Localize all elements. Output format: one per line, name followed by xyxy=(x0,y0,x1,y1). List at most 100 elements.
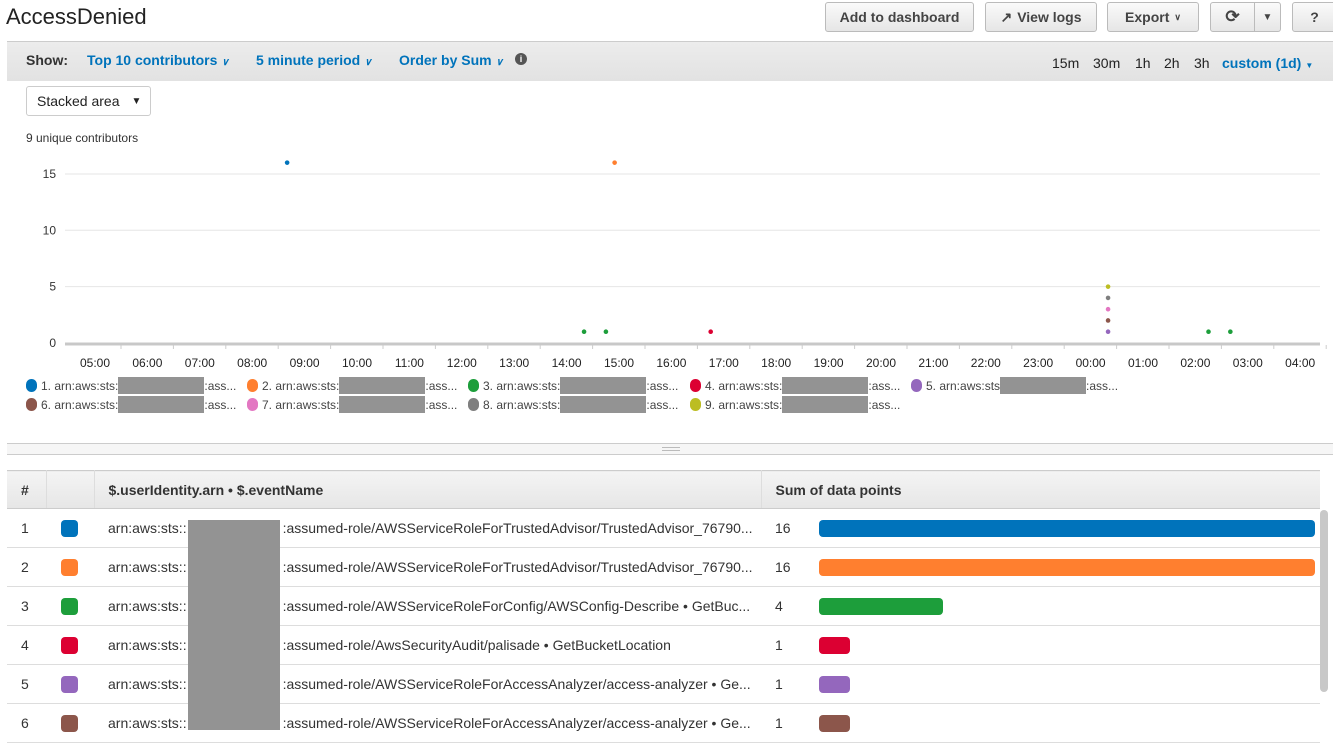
redacted-account-id xyxy=(118,377,205,394)
table-header-row: # $.userIdentity.arn • $.eventName Sum o… xyxy=(7,470,1320,509)
arn-prefix: arn:aws:sts:: xyxy=(108,520,187,536)
header-color xyxy=(46,470,95,509)
range-custom[interactable]: custom (1d) ▼ xyxy=(1222,55,1313,71)
x-tick-label: 12:00 xyxy=(447,356,477,370)
contributors-dropdown[interactable]: Top 10 contributors ∨ xyxy=(87,52,229,68)
row-index: 1 xyxy=(7,508,46,548)
arn-suffix: :assumed-role/AWSServiceRoleForTrustedAd… xyxy=(282,520,753,536)
legend-item[interactable]: 6. arn:aws:sts::ass... xyxy=(26,396,236,413)
table-row[interactable]: 6 arn:aws:sts:::assumed-role/AWSServiceRo… xyxy=(7,703,1320,743)
contributors-chart: 0 5 10 15 05:00 06:00 07:00 08:00 09:00 10:00 11:0… xyxy=(43,160,1327,370)
y-tick-label: 10 xyxy=(43,223,57,237)
resize-handle[interactable] xyxy=(7,443,1333,455)
table-row[interactable]: 4 arn:aws:sts:::assumed-role/AwsSecurityA… xyxy=(7,625,1320,665)
legend-item[interactable]: 7. arn:aws:sts: :ass... xyxy=(247,396,457,413)
data-point xyxy=(581,329,587,335)
legend-prefix: 7. arn:aws:sts: xyxy=(262,397,340,412)
arn-prefix: arn:aws:sts:: xyxy=(108,598,187,614)
data-point xyxy=(1105,295,1111,301)
export-button[interactable]: Export ∨ xyxy=(1107,2,1199,32)
legend-swatch xyxy=(690,398,701,411)
order-label: Order by Sum xyxy=(399,52,492,68)
legend-item[interactable]: 3. arn:aws:sts::ass... xyxy=(468,377,678,394)
chart-type-select[interactable]: Stacked area ▼ xyxy=(26,86,151,116)
header-sum: Sum of data points xyxy=(761,470,1320,509)
range-3h[interactable]: 3h xyxy=(1194,55,1210,71)
external-link-icon: ↗ xyxy=(1000,8,1013,25)
help-button[interactable]: ? xyxy=(1292,2,1333,32)
range-15m[interactable]: 15m xyxy=(1052,55,1080,71)
row-contributor: arn:aws:sts:::assumed-role/AWSServiceRol… xyxy=(94,703,761,743)
legend-prefix: 4. arn:aws:sts: xyxy=(705,378,783,393)
row-color-cell xyxy=(46,625,94,665)
view-logs-label: View logs xyxy=(1017,9,1082,25)
redacted-account-id xyxy=(560,396,647,413)
legend-item[interactable]: 2. arn:aws:sts::ass... xyxy=(247,377,457,394)
color-swatch xyxy=(61,597,78,615)
scrollbar[interactable] xyxy=(1320,510,1328,692)
row-sum: 16 xyxy=(761,547,1320,587)
row-sum: 4 xyxy=(761,586,1320,626)
legend-suffix: :ass... xyxy=(646,397,679,412)
period-label: 5 minute period xyxy=(256,52,361,68)
legend-suffix: :ass... xyxy=(425,397,458,412)
arn-suffix: :assumed-role/AwsSecurityAudit/palisade … xyxy=(282,637,671,653)
legend-suffix: :ass... xyxy=(1086,378,1119,393)
data-point xyxy=(1105,284,1111,289)
x-tick-label: 13:00 xyxy=(499,356,529,370)
add-to-dashboard-button[interactable]: Add to dashboard xyxy=(825,2,974,32)
range-30m[interactable]: 30m xyxy=(1093,55,1121,71)
redacted-account-id xyxy=(782,377,869,394)
refresh-button[interactable]: ⟳ xyxy=(1210,2,1255,32)
legend-swatch xyxy=(26,398,37,411)
chevron-down-icon: ∨ xyxy=(221,57,229,68)
row-index: 5 xyxy=(7,664,46,704)
arn-suffix: :assumed-role/AWSServiceRoleForAccessAna… xyxy=(282,715,751,731)
legend-suffix: :ass... xyxy=(204,397,237,412)
sum-bar xyxy=(819,597,943,615)
caret-down-icon: ▼ xyxy=(1305,61,1314,70)
x-tick-label: 11:00 xyxy=(395,356,424,370)
redacted-account-id xyxy=(1000,377,1087,394)
row-index: 3 xyxy=(7,586,46,626)
legend-item[interactable]: 8. arn:aws:sts::ass... xyxy=(468,396,678,413)
row-color-cell xyxy=(46,547,94,587)
refresh-icon: ⟳ xyxy=(1225,7,1240,26)
x-tick-label: 07:00 xyxy=(185,356,215,370)
x-tick-label: 09:00 xyxy=(290,356,320,370)
legend-suffix: :ass... xyxy=(646,378,679,393)
arn-suffix: :assumed-role/AWSServiceRoleForConfig/AW… xyxy=(282,598,751,614)
x-tick-label: 16:00 xyxy=(656,356,686,370)
data-point xyxy=(708,329,713,335)
legend-swatch xyxy=(247,379,258,392)
chart-type-value: Stacked area xyxy=(37,93,120,109)
legend-suffix: :ass... xyxy=(204,378,237,393)
range-1h[interactable]: 1h xyxy=(1135,55,1151,71)
legend-prefix: 9. arn:aws:sts: xyxy=(705,397,783,412)
options-bar: Show: Top 10 contributors ∨ 5 minute peri… xyxy=(7,41,1333,81)
view-logs-button[interactable]: ↗ View logs xyxy=(985,2,1097,32)
row-index: 2 xyxy=(7,547,46,587)
legend-item[interactable]: 9. arn:aws:sts: :ass... xyxy=(690,396,900,413)
legend-suffix: :ass... xyxy=(868,397,901,412)
period-dropdown[interactable]: 5 minute period ∨ xyxy=(256,52,372,68)
caret-down-icon: ▼ xyxy=(131,95,142,107)
arn-prefix: arn:aws:sts:: xyxy=(108,559,187,575)
arn-prefix: arn:aws:sts:: xyxy=(108,676,187,692)
range-2h[interactable]: 2h xyxy=(1164,55,1180,71)
contributors-label: Top 10 contributors xyxy=(87,52,218,68)
refresh-options-dropdown[interactable]: ▼ xyxy=(1254,2,1281,32)
sum-bar xyxy=(819,714,850,732)
legend-item[interactable]: 4. arn:aws:sts::ass... xyxy=(690,377,900,394)
legend-item[interactable]: 5. arn:aws:sts:ass... xyxy=(911,377,1118,394)
info-icon[interactable]: i xyxy=(515,53,527,65)
data-point xyxy=(1228,329,1233,335)
redacted-account-id xyxy=(118,396,205,413)
legend-item[interactable]: 1. arn:aws:sts::ass... xyxy=(26,377,236,394)
x-tick-label: 17:00 xyxy=(709,356,739,370)
order-dropdown[interactable]: Order by Sum ∨ xyxy=(399,52,503,68)
arn-prefix: arn:aws:sts:: xyxy=(108,715,187,731)
x-tick-label: 04:00 xyxy=(1285,356,1315,370)
sum-bar xyxy=(819,558,1315,576)
row-index: 6 xyxy=(7,703,46,743)
